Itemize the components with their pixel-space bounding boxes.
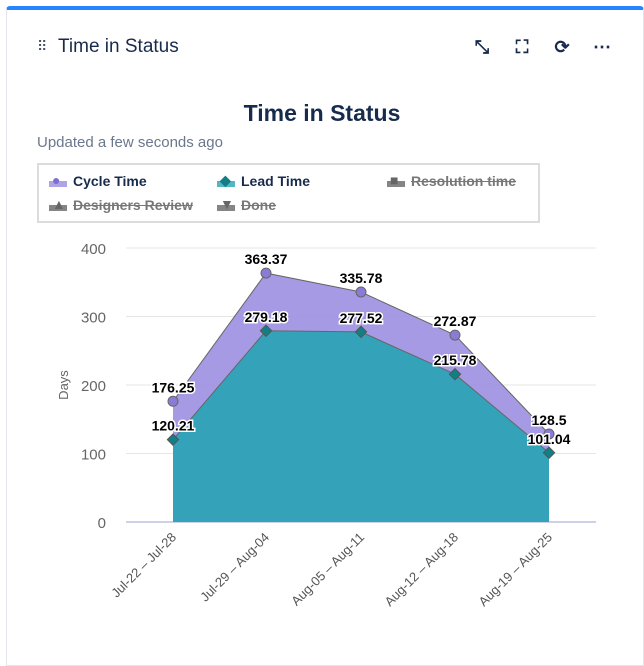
data-point	[260, 267, 272, 279]
data-point	[448, 367, 462, 381]
y-tick-label: 100	[81, 447, 106, 464]
chart-legend: ● Cycle Time ◆ Lead Time ■ Resolution time ▲ De…	[37, 163, 540, 223]
data-label: 363.37	[245, 251, 288, 267]
legend-label: Cycle Time	[73, 173, 147, 189]
refresh-icon[interactable]: ⟳	[554, 36, 570, 57]
y-tick-label: 400	[81, 241, 106, 258]
legend-label: Designers Review	[73, 197, 193, 213]
x-tick-label: Aug-12 – Aug-18	[382, 530, 462, 610]
data-label: 128.5	[531, 412, 566, 428]
data-point	[543, 428, 555, 440]
data-label: 277.52	[340, 310, 383, 326]
more-icon[interactable]: ⋯	[593, 36, 611, 57]
data-point	[167, 395, 179, 407]
x-tick-label: Jul-22 – Jul-28	[108, 530, 179, 601]
x-tick-label: Aug-05 – Aug-11	[288, 530, 367, 609]
diamond-marker-icon: ◆	[217, 172, 235, 188]
chart: 0 100 200 300 400 Days 176.25 363.37 335.78 272.8…	[56, 241, 596, 610]
y-tick-label: 200	[81, 378, 106, 395]
y-tick-label: 300	[81, 310, 106, 327]
data-label: 279.18	[245, 309, 288, 325]
square-marker-icon: ■	[387, 172, 405, 188]
data-point	[542, 446, 556, 460]
data-label: 101.04	[528, 431, 571, 447]
chart-title: Time in Status	[243, 100, 401, 126]
fullscreen-icon[interactable]: ⛶	[515, 36, 529, 57]
data-label: 272.87	[434, 313, 477, 329]
y-axis-label: Days	[56, 370, 71, 400]
data-label: 120.21	[152, 418, 195, 434]
data-point	[166, 433, 180, 447]
x-tick-label: Jul-29 – Aug-04	[197, 530, 272, 605]
data-point	[355, 286, 367, 298]
triangle-marker-icon: ▲	[49, 196, 67, 212]
data-point	[259, 324, 273, 338]
circle-marker-icon: ●	[49, 172, 67, 188]
legend-label: Resolution time	[411, 173, 517, 189]
drag-handle-icon[interactable]: ⠿	[37, 38, 47, 54]
widget-title: Time in Status	[58, 36, 179, 57]
legend-item-resolution-time[interactable]: ■ Resolution time	[387, 172, 517, 189]
triangle-down-marker-icon: ▼	[217, 196, 235, 212]
legend-item-lead-time[interactable]: ◆ Lead Time	[217, 172, 310, 189]
data-point	[449, 329, 461, 341]
updated-text: Updated a few seconds ago	[37, 134, 223, 151]
legend-item-designers-review[interactable]: ▲ Designers Review	[49, 196, 193, 213]
legend-item-done[interactable]: ▼ Done	[217, 196, 276, 213]
legend-item-cycle-time[interactable]: ● Cycle Time	[49, 172, 147, 189]
data-label: 176.25	[152, 379, 195, 395]
x-tick-label: Aug-19 – Aug-25	[476, 530, 556, 610]
collapse-icon[interactable]: ⤡	[474, 36, 490, 57]
legend-label: Lead Time	[241, 173, 310, 189]
y-tick-label: 0	[98, 515, 106, 532]
data-label: 335.78	[340, 270, 383, 286]
data-label: 215.78	[434, 352, 477, 368]
legend-label: Done	[241, 197, 276, 213]
data-point	[354, 325, 368, 339]
